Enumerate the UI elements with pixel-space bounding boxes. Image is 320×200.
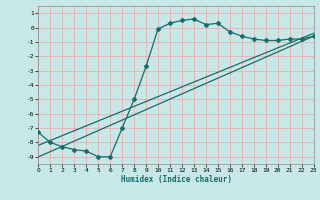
X-axis label: Humidex (Indice chaleur): Humidex (Indice chaleur) xyxy=(121,175,231,184)
